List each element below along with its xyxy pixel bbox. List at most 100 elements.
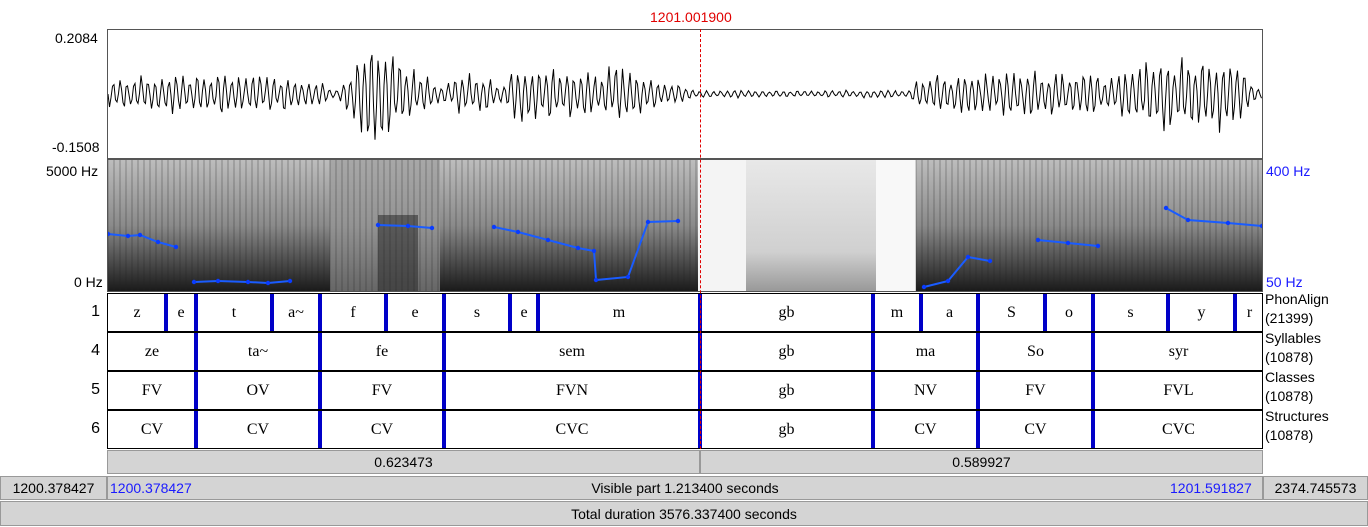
interval-boundary[interactable]	[1091, 411, 1095, 448]
total-duration-bar[interactable]: Total duration 3576.337400 seconds	[0, 501, 1368, 526]
interval-boundary[interactable]	[976, 333, 980, 370]
interval-boundary[interactable]	[384, 294, 388, 331]
spectrogram-graph	[108, 160, 1262, 291]
right-selection-duration[interactable]: 0.589927	[700, 450, 1263, 474]
tier-interval[interactable]: syr	[1168, 342, 1189, 360]
interval-boundary[interactable]	[1091, 294, 1095, 331]
cursor-time-label: 1201.001900	[650, 9, 732, 25]
tier-interval[interactable]: FV	[141, 381, 163, 399]
tier-interval[interactable]: r	[1246, 303, 1253, 321]
interval-boundary[interactable]	[318, 411, 322, 448]
interval-boundary[interactable]	[318, 372, 322, 409]
tier-count: (10878)	[1265, 427, 1314, 443]
interval-boundary[interactable]	[1043, 294, 1047, 331]
interval-boundary[interactable]	[194, 411, 198, 448]
tier-interval[interactable]: So	[1027, 342, 1044, 360]
visible-start-time: 1200.378427	[110, 480, 192, 496]
interval-boundary[interactable]	[1091, 372, 1095, 409]
tier-interval[interactable]: CVC	[555, 420, 589, 438]
interval-boundary[interactable]	[442, 333, 446, 370]
tier-interval[interactable]: NV	[913, 381, 938, 399]
interval-boundary[interactable]	[976, 372, 980, 409]
tier-interval[interactable]: gb	[778, 381, 795, 399]
interval-boundary[interactable]	[1166, 294, 1170, 331]
interval-boundary[interactable]	[871, 372, 875, 409]
visible-end-time: 1201.591827	[1170, 480, 1252, 496]
spectrogram-top-freq: 5000 Hz	[46, 163, 99, 179]
interval-boundary[interactable]	[976, 411, 980, 448]
tier-interval[interactable]: e	[177, 303, 185, 321]
interval-boundary[interactable]	[194, 294, 198, 331]
tier-name: Structures	[1265, 408, 1329, 424]
tier-interval[interactable]: CV	[140, 420, 164, 438]
interval-boundary[interactable]	[1233, 294, 1237, 331]
tier-number: 5	[91, 381, 100, 398]
interval-boundary[interactable]	[871, 333, 875, 370]
tier-interval[interactable]: s	[473, 303, 481, 321]
tier-interval[interactable]: ze	[144, 342, 160, 360]
tier-interval[interactable]: gb	[778, 342, 795, 360]
tier-interval[interactable]: m	[890, 303, 904, 321]
tier-interval[interactable]: CV	[246, 420, 270, 438]
left-selection-duration[interactable]: 0.623473	[107, 450, 700, 474]
tier-interval[interactable]: s	[1127, 303, 1134, 321]
tier-interval[interactable]: ma	[915, 342, 936, 360]
tier-interval[interactable]: t	[231, 303, 237, 321]
spectrogram-panel[interactable]	[107, 159, 1263, 292]
tier-interval[interactable]: e	[520, 303, 528, 321]
tier-interval[interactable]: CV	[1024, 420, 1047, 438]
tier-name: Syllables	[1265, 330, 1322, 346]
interval-boundary[interactable]	[194, 333, 198, 370]
interval-boundary[interactable]	[318, 333, 322, 370]
interval-boundary[interactable]	[536, 294, 540, 331]
tier-interval[interactable]: FVN	[555, 381, 588, 399]
tier-count: (10878)	[1265, 388, 1314, 404]
tier-interval[interactable]: FV	[371, 381, 393, 399]
tier-number: 6	[91, 420, 100, 437]
tier-interval[interactable]: a	[945, 303, 954, 321]
tier-syllables[interactable]: ze ta~ fe sem gb ma So syr	[107, 332, 1263, 371]
interval-boundary[interactable]	[194, 372, 198, 409]
interval-boundary[interactable]	[976, 294, 980, 331]
left-outside-time[interactable]: 1200.378427	[0, 476, 107, 500]
waveform-max-label: 0.2084	[55, 30, 98, 46]
tier-interval[interactable]: ta~	[247, 342, 269, 360]
tier-interval[interactable]: FVL	[1163, 381, 1194, 399]
interval-boundary[interactable]	[508, 294, 512, 331]
interval-boundary[interactable]	[442, 372, 446, 409]
tier-interval[interactable]: sem	[559, 342, 585, 360]
tier-number: 1	[91, 303, 100, 320]
interval-boundary[interactable]	[442, 411, 446, 448]
tier-interval[interactable]: OV	[246, 381, 270, 399]
tier-interval[interactable]: gb	[778, 420, 795, 438]
interval-boundary[interactable]	[270, 294, 274, 331]
tier-interval[interactable]: z	[133, 303, 141, 321]
tier-interval[interactable]: o	[1065, 303, 1073, 321]
tier-interval[interactable]: CVC	[1162, 420, 1195, 438]
interval-boundary[interactable]	[442, 294, 446, 331]
tier-interval[interactable]: gb	[778, 303, 795, 321]
tier-name-label: Structures (10878)	[1265, 407, 1329, 445]
interval-boundary[interactable]	[871, 294, 875, 331]
interval-boundary[interactable]	[919, 294, 923, 331]
tier-structures[interactable]: CV CV CV CVC gb CV CV CVC	[107, 410, 1263, 449]
waveform-panel[interactable]	[107, 29, 1263, 159]
tier-interval[interactable]: CV	[914, 420, 937, 438]
interval-boundary[interactable]	[318, 294, 322, 331]
tier-interval[interactable]: S	[1007, 303, 1016, 321]
tier-interval[interactable]: a~	[288, 303, 304, 321]
tier-interval[interactable]: CV	[370, 420, 394, 438]
interval-boundary[interactable]	[1091, 333, 1095, 370]
tier-interval[interactable]: e	[411, 303, 419, 321]
interval-boundary[interactable]	[871, 411, 875, 448]
right-outside-time[interactable]: 2374.745573	[1263, 476, 1368, 500]
tier-interval[interactable]: y	[1197, 303, 1206, 321]
tier-interval[interactable]: m	[612, 303, 626, 321]
tier-classes[interactable]: FV OV FV FVN gb NV FV FVL	[107, 371, 1263, 410]
interval-boundary[interactable]	[164, 294, 168, 331]
tier-interval[interactable]: fe	[375, 342, 389, 360]
visible-part-bar[interactable]: Visible part 1.213400 seconds	[107, 476, 1263, 500]
tier-interval[interactable]: f	[350, 303, 356, 321]
tier-interval[interactable]: FV	[1025, 381, 1046, 399]
